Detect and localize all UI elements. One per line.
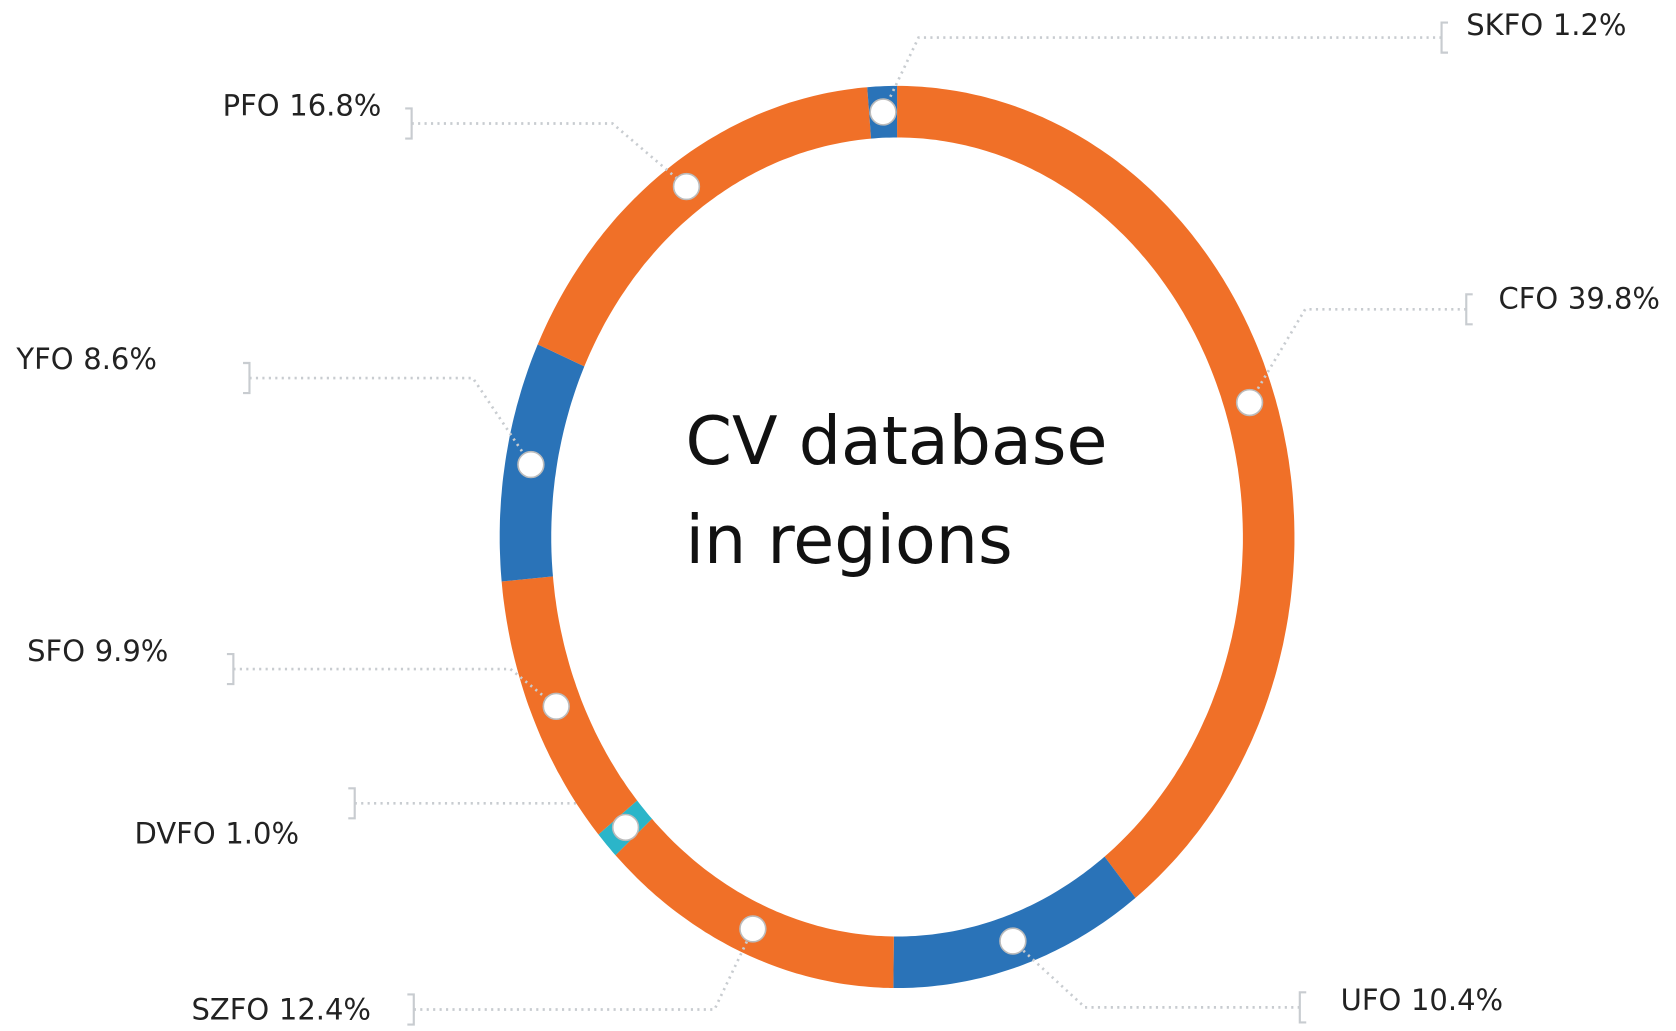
segment-dot xyxy=(672,172,701,201)
label-bracket xyxy=(1440,21,1449,54)
segment-dot xyxy=(999,927,1027,955)
segment-dot xyxy=(517,450,545,479)
segment-dot xyxy=(611,813,640,842)
label-bracket xyxy=(348,787,356,820)
title-box: CV database in regions xyxy=(685,401,1108,579)
category-label: DVFO xyxy=(135,817,216,851)
value-label: 16.8% xyxy=(289,88,381,122)
donut-segment xyxy=(615,818,894,989)
data-label: PFO 16.8% xyxy=(223,88,382,122)
data-label: UFO 10.4% xyxy=(1341,983,1503,1017)
category-label: SFO xyxy=(27,634,85,668)
value-label: 1.2% xyxy=(1553,8,1627,42)
leader-line xyxy=(411,122,688,188)
segment-dot xyxy=(542,692,570,721)
segment-dot xyxy=(869,98,897,126)
category-label: PFO xyxy=(223,88,280,122)
category-label: UFO xyxy=(1341,983,1402,1017)
category-label: CFO xyxy=(1498,282,1558,316)
leader-line xyxy=(413,928,755,1011)
label-bracket xyxy=(405,107,413,140)
value-label: 10.4% xyxy=(1411,983,1503,1017)
value-label: 8.6% xyxy=(83,342,157,376)
label-bracket xyxy=(1465,293,1473,326)
leader-line xyxy=(249,376,533,466)
data-label: CFO 39.8% xyxy=(1498,282,1659,316)
segment-dot xyxy=(739,915,767,943)
leader-line xyxy=(233,667,558,708)
segment-dot xyxy=(1235,388,1264,417)
data-label: SFO 9.9% xyxy=(27,634,168,668)
label-bracket xyxy=(226,652,235,686)
donut-segment xyxy=(893,856,1136,989)
leader-line xyxy=(1248,307,1467,404)
value-label: 12.4% xyxy=(279,993,371,1027)
value-label: 1.0% xyxy=(225,817,299,851)
leader-line xyxy=(881,36,1442,113)
chart-title: CV database in regions xyxy=(685,401,1108,579)
leader-line xyxy=(1011,940,1300,1009)
data-label: DVFO 1.0% xyxy=(135,817,299,851)
value-label: 39.8% xyxy=(1568,282,1660,316)
donut-segment xyxy=(897,85,1295,898)
data-label: YFO 8.6% xyxy=(15,342,157,376)
donut-segment xyxy=(537,87,872,367)
data-label: SKFO 1.2% xyxy=(1466,8,1626,42)
category-label: SKFO xyxy=(1466,8,1543,42)
label-bracket xyxy=(243,361,251,395)
label-bracket xyxy=(1298,991,1307,1024)
value-label: 9.9% xyxy=(95,634,169,668)
category-label: YFO xyxy=(15,342,73,376)
category-label: SZFO xyxy=(191,993,269,1027)
label-bracket xyxy=(407,993,415,1026)
data-label: SZFO 12.4% xyxy=(191,993,370,1027)
